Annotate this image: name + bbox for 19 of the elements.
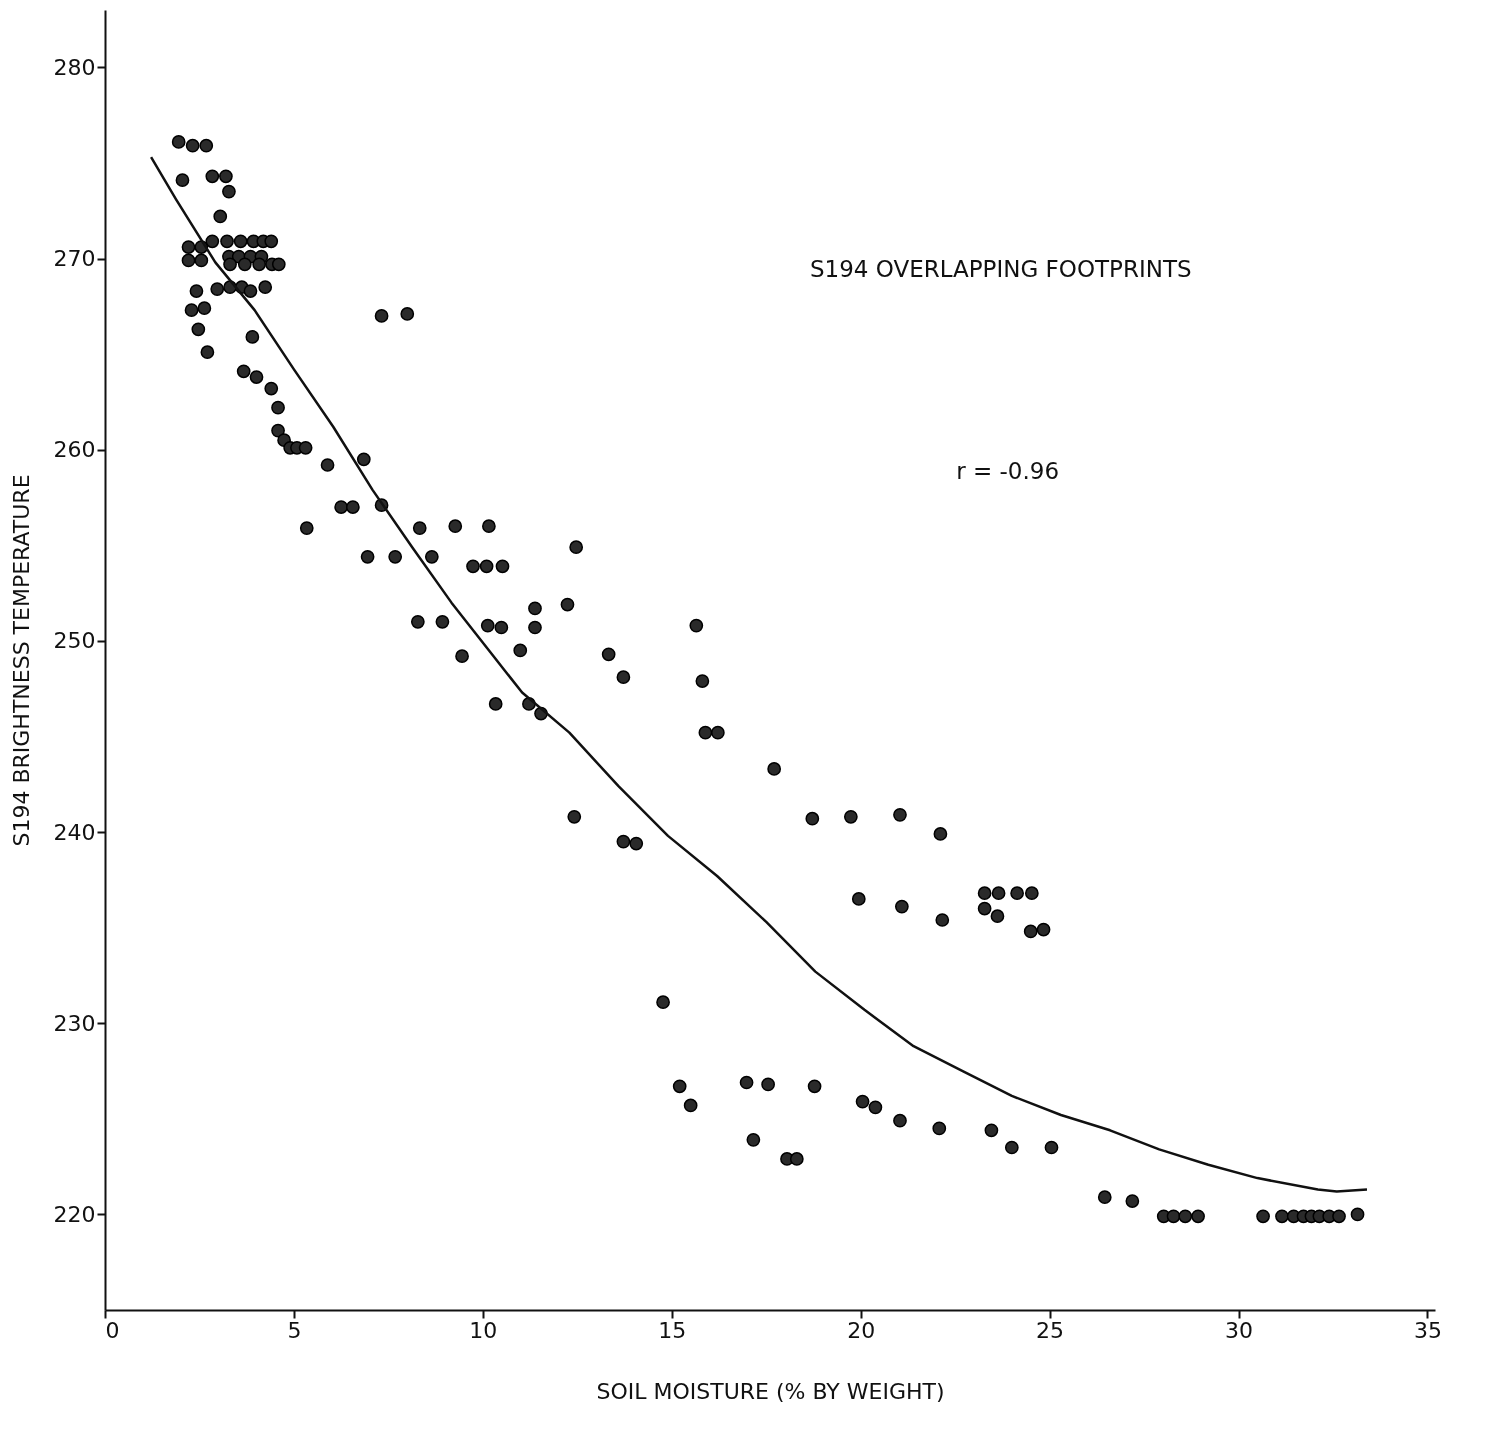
y-tick-label: 280: [53, 54, 96, 80]
y-tick-label: 260: [53, 437, 96, 463]
x-tick-label: 35: [1413, 1317, 1442, 1343]
y-axis-title: S194 BRIGHTNESS TEMPERATURE: [8, 474, 34, 847]
x-axis-title: SOIL MOISTURE (% BY WEIGHT): [596, 1378, 945, 1404]
y-tick-label: 220: [53, 1201, 96, 1227]
annotation: S194 OVERLAPPING FOOTPRINTS: [809, 256, 1192, 282]
x-tick-label: 25: [1036, 1317, 1065, 1343]
x-tick-label: 15: [658, 1317, 687, 1343]
y-tick-label: 230: [53, 1010, 96, 1036]
y-tick-label: 270: [53, 246, 96, 272]
x-tick-label: 5: [287, 1317, 302, 1343]
x-tick-label: 20: [847, 1317, 876, 1343]
y-tick-label: 240: [53, 819, 96, 845]
y-tick-label: 250: [53, 628, 96, 654]
x-tick-label: 0: [105, 1317, 120, 1343]
x-tick-label: 10: [469, 1317, 498, 1343]
annotation: r = -0.96: [956, 457, 1060, 484]
x-tick-label: 30: [1225, 1317, 1254, 1343]
